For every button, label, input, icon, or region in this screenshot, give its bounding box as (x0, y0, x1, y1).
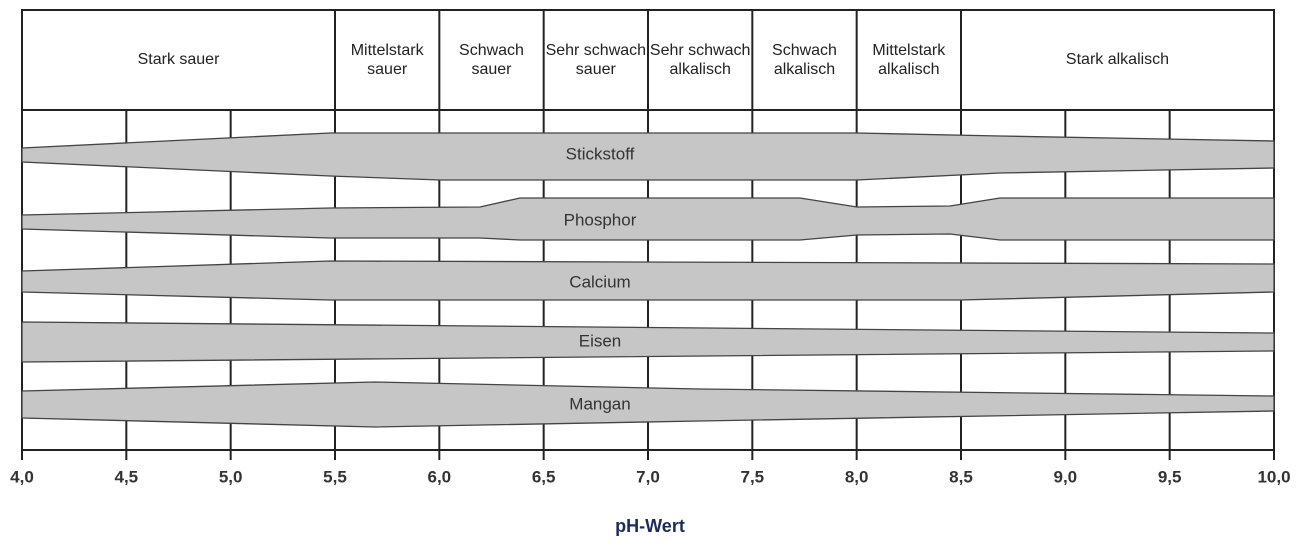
zone-label-box: Sehr schwach alkalisch (649, 41, 751, 78)
zone-label-box: Mittelstark alkalisch (872, 41, 946, 78)
band (21, 197, 1275, 241)
x-tick-label: 6,5 (532, 467, 556, 486)
x-tick-label: 8,5 (949, 467, 973, 486)
zone-label: Mittelstark sauer (350, 41, 424, 78)
nutrient-label: Mangan (569, 394, 630, 413)
axis-title: pH-Wert (615, 516, 685, 536)
zone-label: Stark alkalisch (1065, 51, 1170, 69)
nutrient-label: Stickstoff (566, 144, 635, 163)
zone-label: Schwach alkalisch (772, 41, 837, 78)
zone-label: Sehr schwach sauer (545, 41, 647, 78)
x-tick-label: 5,5 (323, 467, 347, 486)
zone-label-box: Sehr schwach sauer (545, 41, 647, 78)
zone-label-box: Stark alkalisch (1065, 51, 1170, 69)
zone-label: Sehr schwach alkalisch (649, 41, 751, 78)
zone-label: Schwach sauer (459, 41, 524, 78)
x-tick-label: 6,0 (428, 467, 452, 486)
nutrient-label: Calcium (569, 272, 630, 291)
nutrient-label: Eisen (579, 331, 622, 350)
zone-label-box: Schwach sauer (459, 41, 524, 78)
band (21, 381, 1275, 428)
zone-label-box: Mittelstark sauer (350, 41, 424, 78)
x-tick-label: 5,0 (219, 467, 243, 486)
zone-label: Mittelstark alkalisch (872, 41, 946, 78)
zone-label: Stark sauer (137, 51, 220, 69)
x-tick-label: 7,0 (636, 467, 660, 486)
band (21, 321, 1275, 363)
x-tick-label: 7,5 (741, 467, 765, 486)
x-tick-label: 9,0 (1054, 467, 1078, 486)
band (21, 132, 1275, 181)
band (21, 260, 1275, 301)
zone-label-box: Stark sauer (137, 51, 220, 69)
x-tick-label: 10,0 (1257, 467, 1290, 486)
x-tick-label: 8,0 (845, 467, 869, 486)
x-tick-label: 9,5 (1158, 467, 1182, 486)
nutrient-label: Phosphor (564, 210, 637, 229)
x-tick-label: 4,5 (115, 467, 139, 486)
zone-label-box: Schwach alkalisch (772, 41, 837, 78)
x-tick-label: 4,0 (10, 467, 34, 486)
